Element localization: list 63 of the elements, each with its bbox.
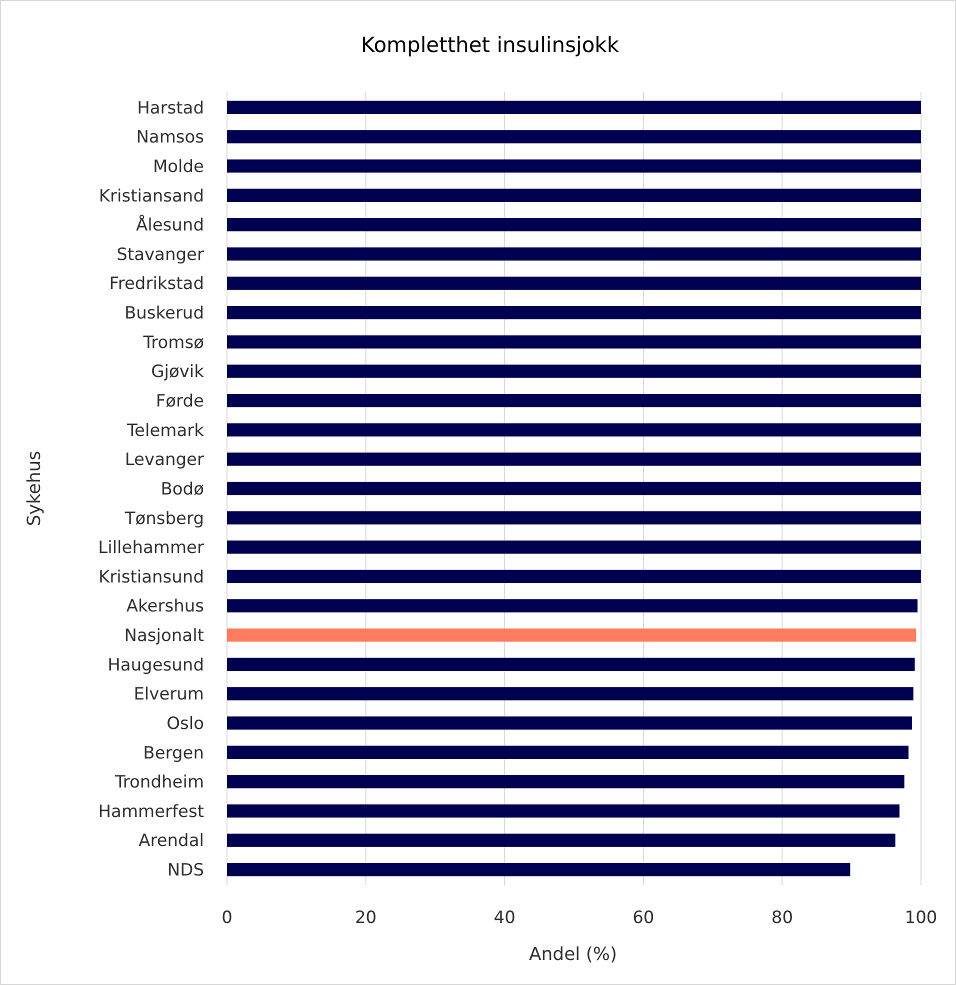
x-tick-label: 20: [354, 908, 377, 928]
y-tick-label: Lillehammer: [98, 538, 204, 558]
bar: [227, 863, 850, 876]
x-tick-label: 60: [632, 908, 654, 928]
bar: [227, 130, 921, 144]
bar: [227, 570, 921, 584]
chart-title: Kompletthet insulinsjokk: [360, 33, 620, 57]
x-tick-label: 0: [222, 908, 232, 928]
y-tick-label: Ålesund: [136, 214, 204, 236]
bar: [227, 746, 909, 759]
y-tick-label: Hammerfest: [98, 802, 204, 822]
x-tick-label: 80: [771, 908, 794, 928]
bar: [227, 364, 921, 378]
bar: [227, 306, 921, 320]
y-tick-label: Namsos: [136, 128, 204, 148]
y-tick-label: Fredrikstad: [109, 274, 204, 294]
y-tick-label: Gjøvik: [151, 362, 204, 382]
y-tick-label: Kristiansand: [98, 186, 204, 206]
bar: [227, 628, 916, 642]
y-tick-label: Trondheim: [114, 772, 204, 793]
bar: [227, 599, 918, 612]
y-tick-label: Telemark: [126, 420, 204, 441]
y-tick-label: Førde: [156, 392, 204, 412]
y-tick-label: Buskerud: [124, 304, 204, 324]
bar: [227, 511, 921, 524]
bar: [227, 276, 921, 290]
y-tick-label: Kristiansund: [98, 567, 204, 588]
y-tick-label: Haugesund: [108, 655, 204, 676]
bar: [227, 687, 914, 700]
bar: [227, 100, 921, 114]
y-tick-label: Arendal: [138, 831, 204, 852]
y-tick-label: Akershus: [126, 596, 204, 617]
bar: [227, 247, 921, 261]
bar: [227, 394, 921, 408]
bar: [227, 482, 921, 496]
bar: [227, 423, 921, 436]
y-tick-label: Oslo: [166, 714, 204, 734]
bar: [227, 540, 921, 554]
y-tick-label: Levanger: [124, 450, 204, 470]
y-tick-label: Elverum: [134, 684, 204, 705]
y-tick-label: Tønsberg: [124, 508, 204, 529]
bar: [227, 159, 921, 173]
bar: [227, 335, 921, 349]
bar: [227, 188, 921, 202]
bar: [227, 452, 921, 466]
y-tick-label: Stavanger: [116, 244, 204, 265]
bar: [227, 775, 904, 788]
bar: [227, 804, 900, 818]
x-axis-title: Andel (%): [528, 944, 618, 965]
x-tick-label: 40: [494, 908, 516, 928]
bar: [227, 218, 921, 232]
y-tick-label: Nasjonalt: [124, 626, 204, 646]
y-tick-label: NDS: [167, 860, 204, 881]
bar: [227, 716, 912, 730]
bar: [227, 834, 896, 847]
y-tick-label: Molde: [152, 156, 204, 177]
bar: [227, 658, 915, 671]
x-tick-label: 100: [904, 908, 938, 928]
y-tick-label: Bodø: [160, 479, 204, 500]
y-tick-label: Tromsø: [142, 332, 204, 353]
y-axis-title: Sykehus: [24, 450, 45, 526]
y-tick-label: Harstad: [137, 98, 204, 118]
y-tick-label: Bergen: [143, 743, 204, 764]
